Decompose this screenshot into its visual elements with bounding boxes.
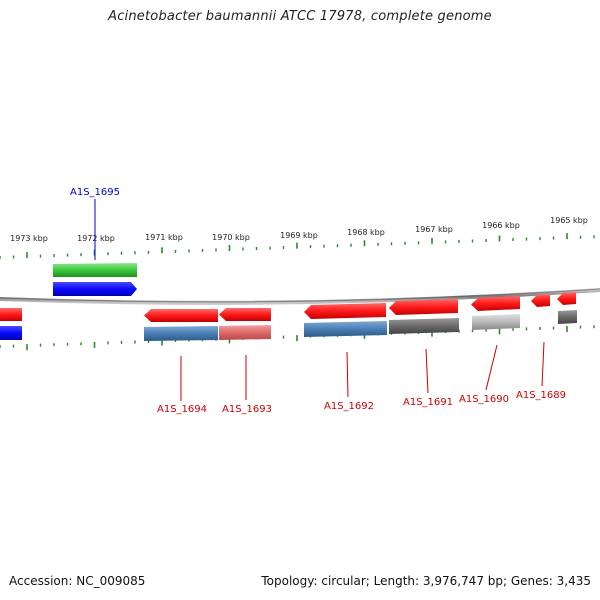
accession-text: Accession: NC_009085 <box>9 574 146 588</box>
scale-label-1965: 1965 kbp <box>550 216 588 225</box>
reverse-gene-a1s-1689[interactable] <box>531 294 550 307</box>
gene-label-a1s-1689[interactable]: A1S_1689 <box>516 390 566 401</box>
leader-a1s-1690 <box>485 344 498 391</box>
scale-label-1973: 1973 kbp <box>10 234 48 243</box>
leader-a1s-1691 <box>425 348 429 394</box>
scale-label-1966: 1966 kbp <box>482 221 520 230</box>
reverse-gene-a1s-1693[interactable] <box>219 308 271 321</box>
outer-scale-ruler <box>0 233 595 259</box>
reverse-gene-extra[interactable] <box>557 292 576 305</box>
leader-a1s-1689 <box>541 341 545 387</box>
topology-text: Topology: circular; Length: 3,976,747 bp… <box>261 574 591 588</box>
feature-steelblue-1694[interactable] <box>144 326 218 341</box>
feature-lightgray-1690[interactable] <box>472 314 520 330</box>
reverse-gene-partial-left[interactable] <box>0 308 22 321</box>
gene-label-a1s-1690[interactable]: A1S_1690 <box>459 394 509 405</box>
blue-feature-partial-left[interactable] <box>0 326 22 340</box>
feature-darkgray-extra[interactable] <box>558 310 577 324</box>
gene-label-a1s-1693[interactable]: A1S_1693 <box>222 404 272 415</box>
reverse-gene-a1s-1691[interactable] <box>389 299 458 315</box>
scale-label-1967: 1967 kbp <box>415 225 453 234</box>
reverse-gene-a1s-1694[interactable] <box>144 309 218 322</box>
reverse-gene-a1s-1692[interactable] <box>304 303 386 319</box>
gene-label-a1s-1695[interactable]: A1S_1695 <box>70 187 120 198</box>
leader-a1s-1692 <box>346 351 349 398</box>
scale-label-1969: 1969 kbp <box>280 231 318 240</box>
reverse-gene-a1s-1690[interactable] <box>471 296 520 311</box>
forward-feature-green[interactable] <box>53 263 137 277</box>
scale-label-1968: 1968 kbp <box>347 228 385 237</box>
scale-label-1970: 1970 kbp <box>212 233 250 242</box>
map-title: Acinetobacter baumannii ATCC 17978, comp… <box>108 9 492 24</box>
feature-steelblue-1692[interactable] <box>304 321 387 337</box>
forward-gene-a1s-1695[interactable] <box>53 282 137 296</box>
gene-label-a1s-1691[interactable]: A1S_1691 <box>403 397 453 408</box>
genome-backbone <box>0 288 600 305</box>
feature-pink-1693[interactable] <box>219 325 271 340</box>
inner-scale-ruler <box>0 325 595 351</box>
gene-label-a1s-1692[interactable]: A1S_1692 <box>324 401 374 412</box>
scale-label-1971: 1971 kbp <box>145 233 183 242</box>
feature-darkgray-1691[interactable] <box>389 318 459 334</box>
scale-labels: 1973 kbp 1972 kbp 1971 kbp 1970 kbp 1969… <box>10 216 588 243</box>
scale-label-1972: 1972 kbp <box>77 234 115 243</box>
gene-label-a1s-1694[interactable]: A1S_1694 <box>157 404 207 415</box>
